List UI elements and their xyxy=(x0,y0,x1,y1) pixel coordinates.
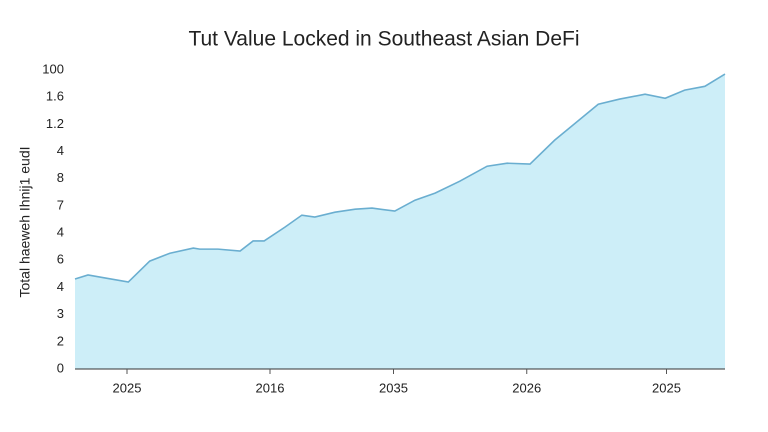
y-tick-label: 4 xyxy=(57,143,64,158)
y-tick-label: 1.6 xyxy=(46,89,64,104)
x-tick-label: 2016 xyxy=(256,380,285,395)
y-tick-label: 4 xyxy=(57,279,64,294)
x-tick-label: 2026 xyxy=(512,380,541,395)
line xyxy=(74,73,726,283)
y-tick-label: 4 xyxy=(57,225,64,240)
x-tick-label: 2035 xyxy=(379,380,408,395)
y-tick-label: 0 xyxy=(57,360,64,375)
y-tick-label: 1.2 xyxy=(46,116,64,131)
y-tick-label: 8 xyxy=(57,170,64,185)
y-axis-label: Total haeweh Ihnij1 eudI xyxy=(17,147,33,298)
y-tick-label: 2 xyxy=(57,333,64,348)
chart-title: Tut Value Locked in Southeast Asian DeFi xyxy=(188,28,579,51)
area xyxy=(75,74,725,369)
x-tick-label: 2025 xyxy=(113,380,142,395)
y-tick-label: 6 xyxy=(57,252,64,267)
x-tick-label: 2025 xyxy=(652,380,681,395)
y-tick-label: 3 xyxy=(57,306,64,321)
y-tick-label: 7 xyxy=(57,197,64,212)
y-tick-label: 100 xyxy=(42,61,64,76)
